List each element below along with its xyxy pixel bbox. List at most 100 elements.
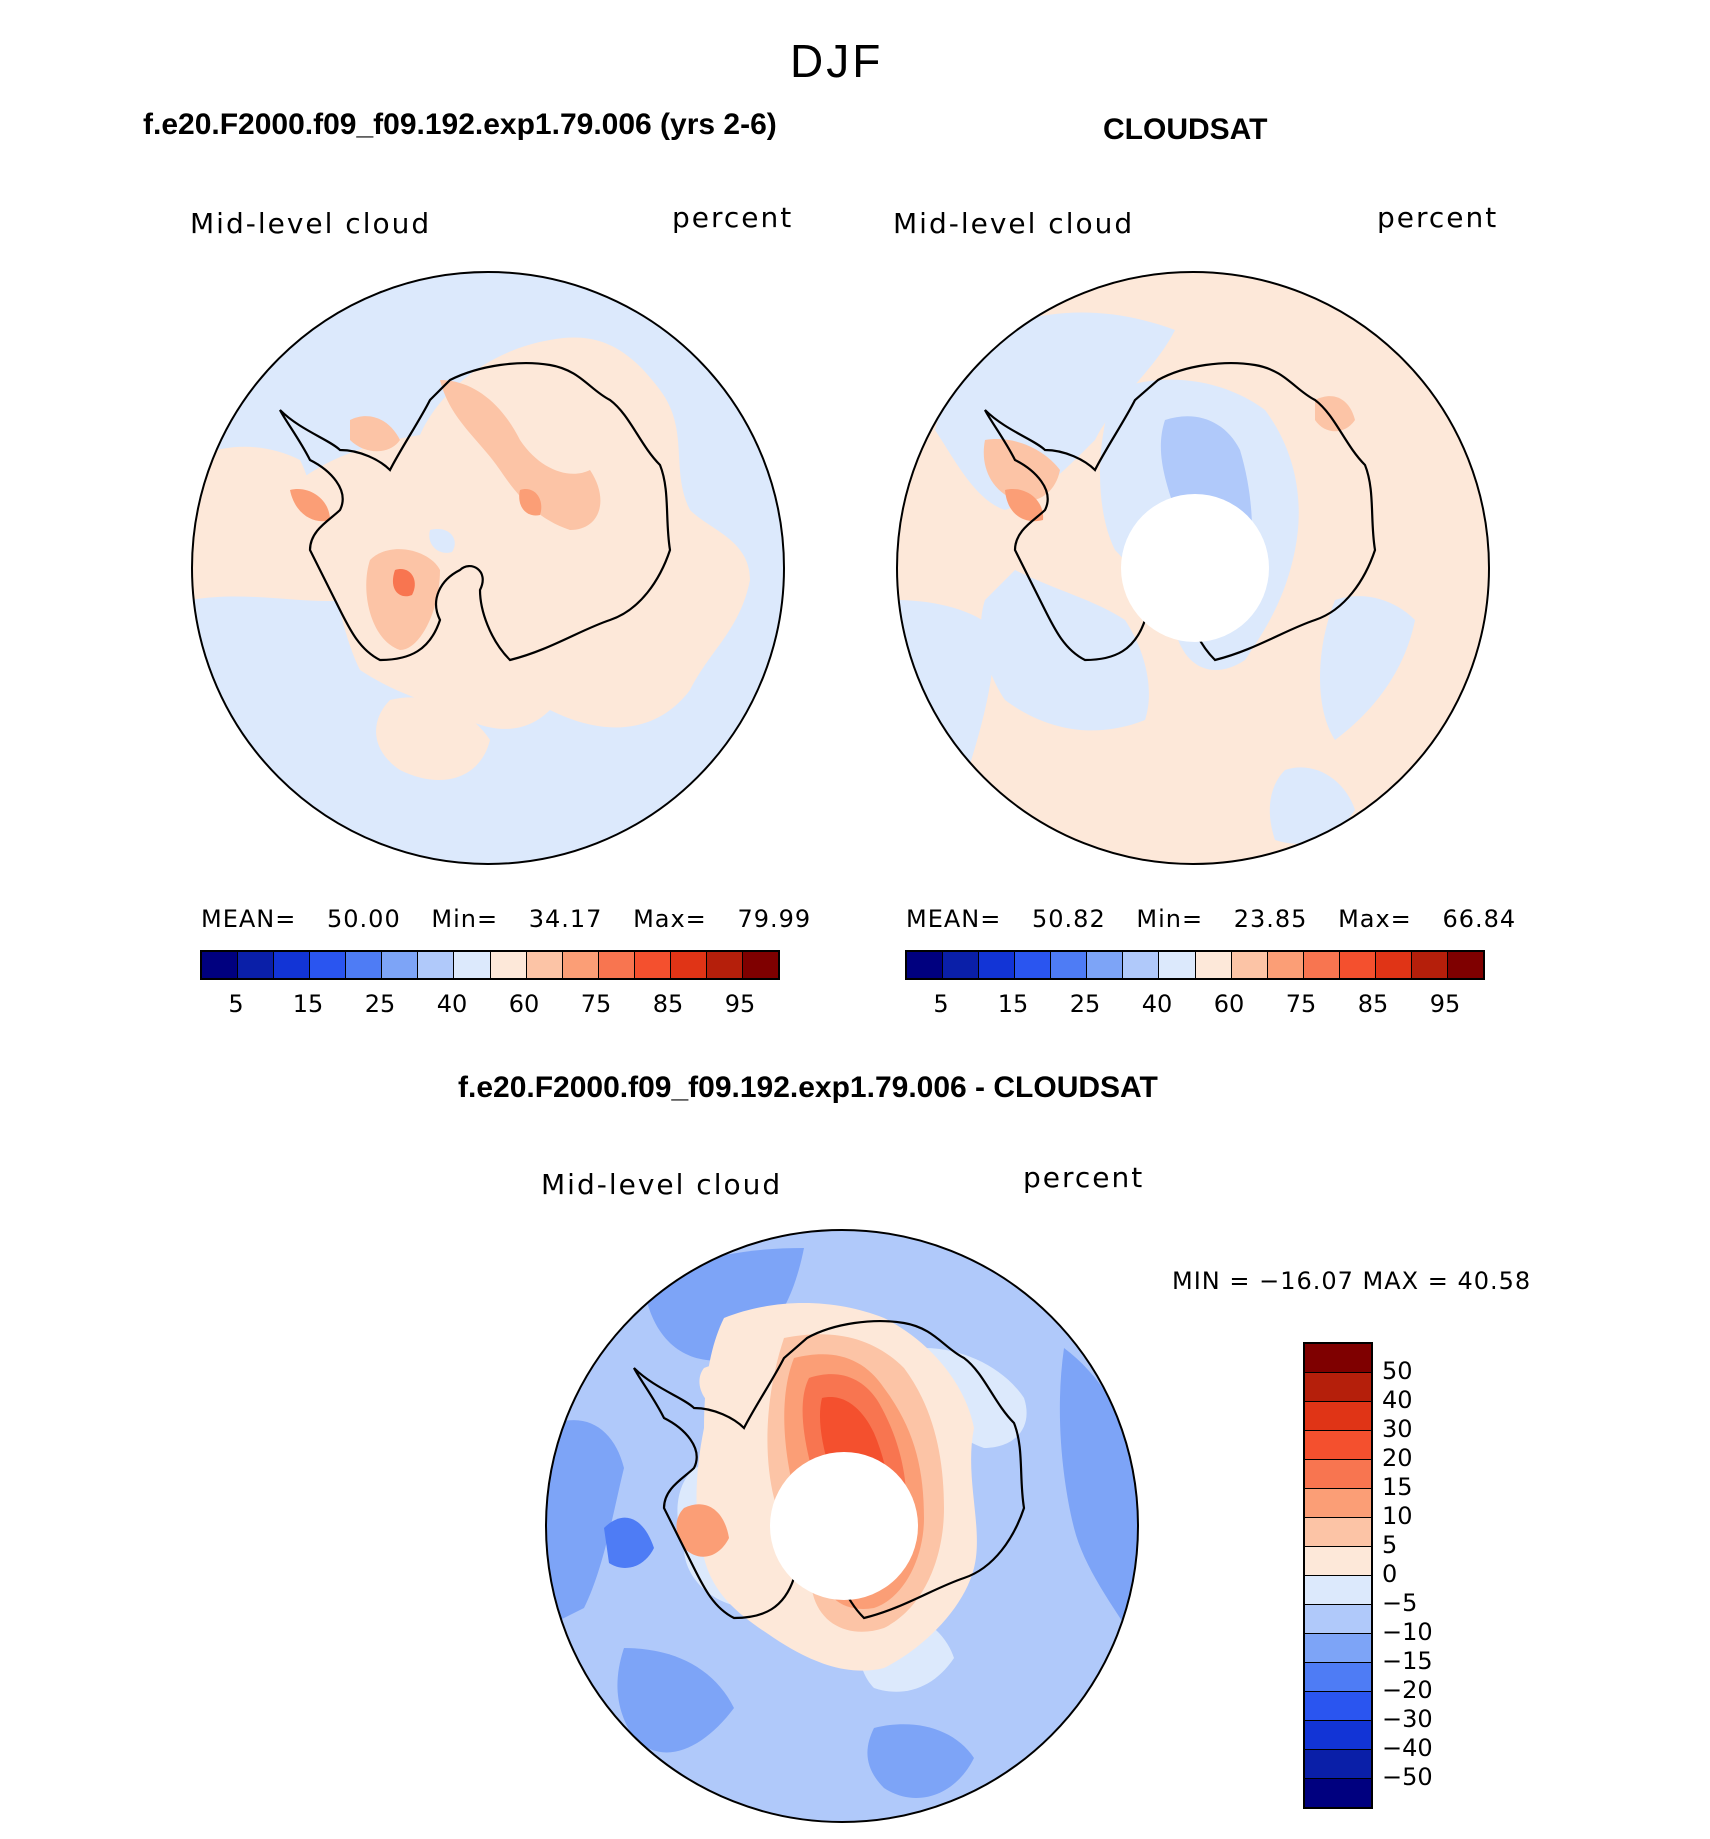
diff-missing-data-hole xyxy=(770,1452,918,1600)
colorbar-swatch xyxy=(1267,952,1304,978)
colorbar-swatch xyxy=(562,952,599,978)
colorbar-swatch xyxy=(1305,1547,1371,1576)
colorbar-tick-label: 40 xyxy=(1382,1386,1413,1414)
colorbar-swatch xyxy=(490,952,527,978)
colorbar-swatch xyxy=(238,952,275,978)
colorbar-swatch xyxy=(943,952,980,978)
colorbar-swatch xyxy=(382,952,419,978)
colorbar-tick-label: −5 xyxy=(1382,1589,1418,1617)
colorbar-swatch xyxy=(202,952,239,978)
colorbar-tick-label: 40 xyxy=(436,990,468,1018)
colorbar-tick-label: 95 xyxy=(1429,990,1461,1018)
model-polar-map xyxy=(191,271,785,865)
diff-polar-map xyxy=(545,1229,1139,1823)
obs-colorbar xyxy=(905,950,1485,980)
obs-min-value: 23.85 xyxy=(1233,905,1308,933)
model-colorbar xyxy=(200,950,780,980)
obs-polar-map xyxy=(896,271,1490,865)
model-max-value: 79.99 xyxy=(737,905,812,933)
colorbar-swatch xyxy=(1303,952,1340,978)
obs-max-value: 66.84 xyxy=(1442,905,1517,933)
season-title: DJF xyxy=(790,35,884,87)
diff-field-patch xyxy=(676,1504,729,1557)
colorbar-swatch xyxy=(1305,1692,1371,1721)
colorbar-tick-label: 15 xyxy=(1382,1473,1413,1501)
colorbar-tick-label: −15 xyxy=(1382,1647,1433,1675)
colorbar-tick-label: 20 xyxy=(1382,1444,1413,1472)
colorbar-swatch xyxy=(1231,952,1268,978)
diff-field-patch xyxy=(546,1420,624,1628)
obs-colorbar-ticks: 5 15 25 40 60 75 85 95 xyxy=(905,990,1481,1020)
colorbar-swatch xyxy=(1339,952,1376,978)
colorbar-swatch xyxy=(1411,952,1448,978)
colorbar-tick-label: 50 xyxy=(1382,1357,1413,1385)
obs-field-patch xyxy=(1005,489,1044,522)
obs-missing-data-hole xyxy=(1121,494,1269,642)
model-map-border xyxy=(191,271,785,865)
colorbar-swatch xyxy=(1305,1634,1371,1663)
obs-max-label: Max= xyxy=(1338,905,1412,933)
obs-variable-label: Mid-level cloud xyxy=(893,207,1135,240)
colorbar-swatch xyxy=(742,952,778,978)
colorbar-tick-label: −40 xyxy=(1382,1734,1433,1762)
model-mean-value: 50.00 xyxy=(327,905,401,933)
colorbar-swatch xyxy=(1305,1750,1371,1779)
colorbar-swatch xyxy=(1375,952,1412,978)
colorbar-swatch xyxy=(1305,1576,1371,1605)
diff-colorbar-ticks: 50 40 30 20 15 10 5 0 −5 −10 −15 −20 −30 −40 −50 xyxy=(1382,1342,1482,1822)
model-colorbar-ticks: 5 15 25 40 60 75 85 95 xyxy=(200,990,776,1020)
colorbar-swatch xyxy=(1305,1518,1371,1547)
colorbar-swatch xyxy=(454,952,491,978)
obs-field-patch xyxy=(983,439,1060,502)
colorbar-swatch xyxy=(1087,952,1124,978)
diff-panel-title: f.e20.F2000.f09_f09.192.exp1.79.006 - CL… xyxy=(458,1071,1158,1104)
colorbar-swatch xyxy=(1305,1402,1371,1431)
colorbar-swatch xyxy=(1305,1373,1371,1402)
model-field-patch xyxy=(350,416,400,452)
diff-field-patch xyxy=(617,1648,734,1753)
colorbar-swatch xyxy=(1123,952,1160,978)
model-variable-label: Mid-level cloud xyxy=(190,207,432,240)
colorbar-tick-label: −30 xyxy=(1382,1705,1433,1733)
colorbar-swatch xyxy=(1305,1605,1371,1634)
colorbar-tick-label: 75 xyxy=(1285,990,1317,1018)
model-coastline xyxy=(279,362,672,662)
model-field-patch xyxy=(376,697,490,780)
diff-minmax: MIN = −16.07 MAX = 40.58 xyxy=(1172,1267,1532,1295)
colorbar-tick-label: 75 xyxy=(580,990,612,1018)
colorbar-swatch xyxy=(979,952,1016,978)
colorbar-swatch xyxy=(598,952,635,978)
colorbar-tick-label: 40 xyxy=(1141,990,1173,1018)
colorbar-tick-label: 0 xyxy=(1382,1560,1398,1588)
model-field-patch xyxy=(366,549,440,650)
diff-units-label: percent xyxy=(1023,1161,1145,1194)
diff-field-patch xyxy=(604,1517,654,1568)
colorbar-swatch xyxy=(1305,1344,1371,1373)
obs-field-patch xyxy=(1320,596,1415,740)
obs-stats: MEAN= 50.82 Min= 23.85 Max= 66.84 xyxy=(906,905,1516,933)
obs-field-patch xyxy=(1315,396,1355,432)
colorbar-tick-label: −10 xyxy=(1382,1618,1433,1646)
colorbar-swatch xyxy=(1447,952,1483,978)
obs-min-label: Min= xyxy=(1136,905,1204,933)
colorbar-tick-label: 25 xyxy=(1069,990,1101,1018)
colorbar-swatch xyxy=(1051,952,1088,978)
model-field-patch xyxy=(519,489,542,516)
colorbar-swatch xyxy=(346,952,383,978)
model-min-label: Min= xyxy=(431,905,499,933)
model-field-patch xyxy=(290,489,330,522)
colorbar-tick-label: 95 xyxy=(724,990,756,1018)
obs-mean-value: 50.82 xyxy=(1032,905,1106,933)
colorbar-swatch xyxy=(1159,952,1196,978)
colorbar-tick-label: −20 xyxy=(1382,1676,1433,1704)
model-panel-title: f.e20.F2000.f09_f09.192.exp1.79.006 (yrs… xyxy=(143,108,777,141)
colorbar-swatch xyxy=(907,952,944,978)
obs-units-label: percent xyxy=(1377,201,1499,234)
colorbar-swatch xyxy=(634,952,671,978)
model-mean-label: MEAN= xyxy=(201,905,297,933)
colorbar-swatch xyxy=(670,952,707,978)
colorbar-tick-label: 60 xyxy=(508,990,540,1018)
colorbar-swatch xyxy=(1305,1460,1371,1489)
colorbar-tick-label: 60 xyxy=(1213,990,1245,1018)
colorbar-swatch xyxy=(1305,1489,1371,1518)
